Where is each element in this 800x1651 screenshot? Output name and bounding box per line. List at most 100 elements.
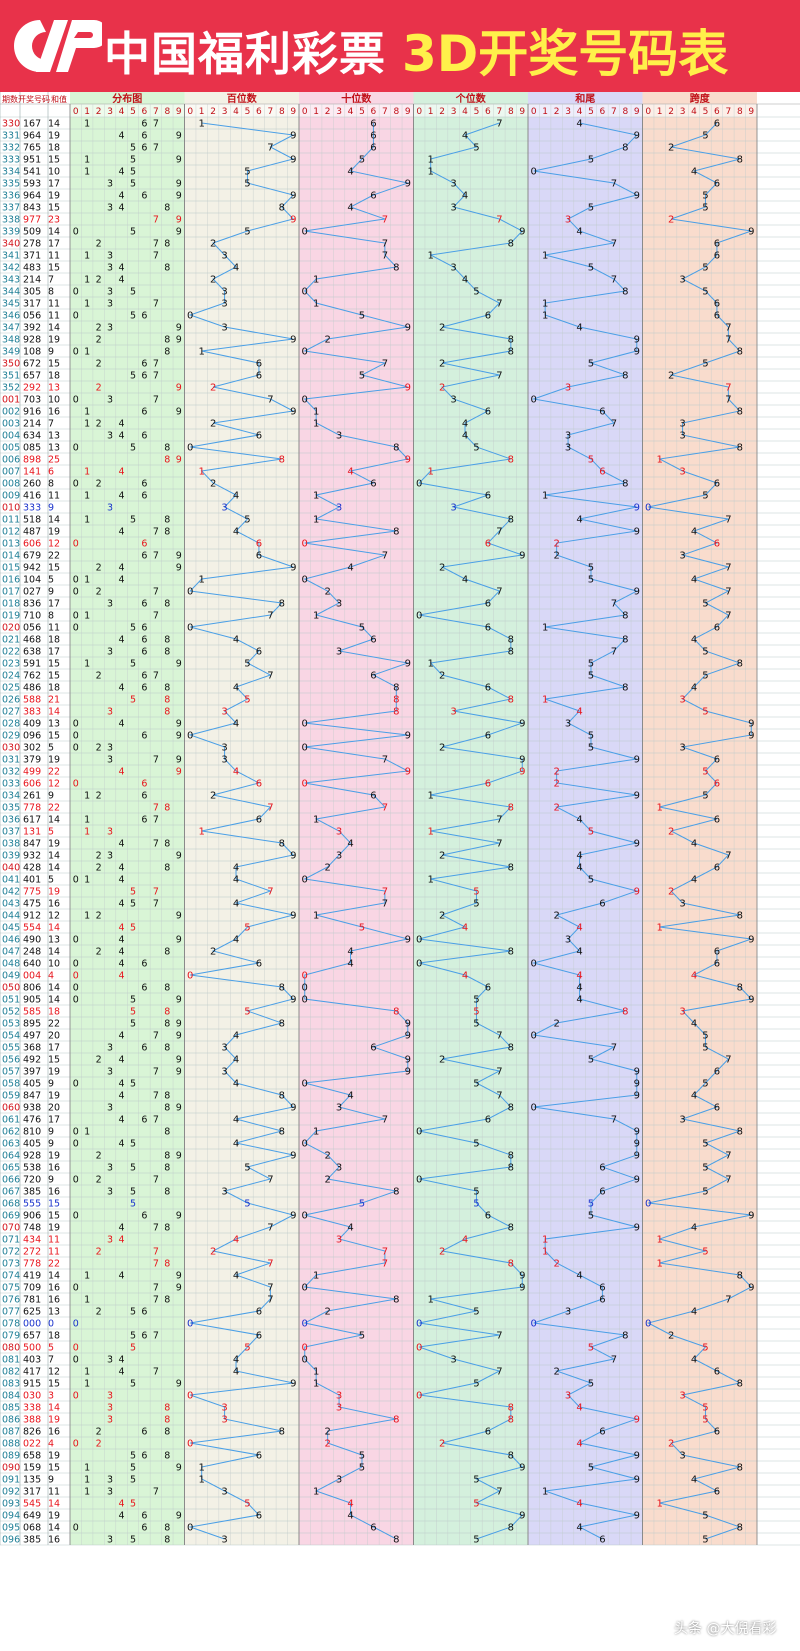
- distribution-mark: 7: [153, 1331, 159, 1342]
- trend-point: 8: [393, 443, 399, 454]
- trend-point: 4: [691, 1223, 697, 1234]
- draw-number: 302: [23, 743, 41, 754]
- distribution-mark: 9: [176, 1463, 182, 1474]
- trend-point: 5: [588, 1199, 594, 1210]
- trend-point: 0: [416, 1127, 422, 1138]
- period-label: 339: [2, 227, 20, 238]
- draw-sum: 9: [48, 503, 54, 514]
- trend-point: 9: [290, 1379, 296, 1390]
- distribution-mark: 6: [141, 407, 147, 418]
- period-label: 079: [2, 1331, 20, 1342]
- draw-sum: 15: [48, 359, 60, 370]
- trend-point: 3: [565, 431, 571, 442]
- digit-header-label: 0: [302, 107, 308, 117]
- draw-number: 606: [23, 779, 41, 790]
- draw-number: 905: [23, 995, 41, 1006]
- draw-number: 806: [23, 983, 41, 994]
- trend-point: 3: [336, 1235, 342, 1246]
- distribution-mark: 7: [153, 1115, 159, 1126]
- distribution-mark: 3: [107, 647, 113, 658]
- trend-point: 9: [290, 1151, 296, 1162]
- distribution-mark: 4: [119, 863, 125, 874]
- distribution-mark: 8: [164, 335, 170, 346]
- digit-header-label: 5: [130, 107, 136, 117]
- trend-point: 0: [187, 971, 193, 982]
- trend-point: 7: [382, 215, 388, 226]
- distribution-mark: 3: [107, 323, 113, 334]
- distribution-mark: 1: [84, 119, 90, 130]
- period-label: 001: [2, 395, 20, 406]
- trend-point: 0: [187, 1319, 193, 1330]
- trend-point: 1: [198, 575, 204, 586]
- distribution-mark: 6: [141, 1451, 147, 1462]
- digit-header-label: 2: [554, 107, 560, 117]
- distribution-mark: 0: [73, 1391, 79, 1402]
- trend-point: 9: [290, 1211, 296, 1222]
- draw-number: 214: [23, 419, 41, 430]
- trend-point: 0: [531, 395, 537, 406]
- trend-point: 6: [256, 1511, 262, 1522]
- distribution-mark: 6: [141, 1043, 147, 1054]
- trend-point: 9: [634, 335, 640, 346]
- distribution-mark: 7: [153, 1067, 159, 1078]
- distribution-mark: 7: [153, 815, 159, 826]
- digit-header-label: 6: [256, 107, 262, 117]
- trend-point: 4: [576, 1499, 582, 1510]
- trend-point: 9: [290, 191, 296, 202]
- trend-point: 4: [347, 1223, 353, 1234]
- trend-point: 2: [324, 1427, 330, 1438]
- period-label: 352: [2, 383, 20, 394]
- trend-point: 4: [691, 575, 697, 586]
- trend-point: 6: [485, 599, 491, 610]
- distribution-mark: 8: [164, 1103, 170, 1114]
- distribution-mark: 5: [130, 899, 136, 910]
- trend-point: 2: [439, 743, 445, 754]
- trend-point: 6: [599, 1295, 605, 1306]
- distribution-mark: 2: [96, 239, 102, 250]
- distribution-mark: 9: [176, 383, 182, 394]
- distribution-mark: 8: [164, 1151, 170, 1162]
- draw-number: 483: [23, 263, 41, 274]
- distribution-mark: 6: [141, 191, 147, 202]
- draw-sum: 12: [48, 1367, 60, 1378]
- distribution-mark: 7: [153, 611, 159, 622]
- period-label: 024: [2, 671, 20, 682]
- trend-point: 6: [599, 1427, 605, 1438]
- trend-point: 2: [553, 1019, 559, 1030]
- trend-point: 1: [656, 923, 662, 934]
- distribution-mark: 1: [84, 155, 90, 166]
- trend-point: 6: [256, 431, 262, 442]
- trend-point: 8: [393, 1415, 399, 1426]
- trend-point: 5: [702, 1163, 708, 1174]
- trend-point: 0: [302, 227, 308, 238]
- trend-point: 6: [714, 479, 720, 490]
- distribution-mark: 0: [73, 719, 79, 730]
- trend-point: 9: [634, 1415, 640, 1426]
- trend-point: 5: [359, 623, 365, 634]
- distribution-mark: 6: [141, 671, 147, 682]
- draw-sum: 13: [48, 1307, 60, 1318]
- trend-point: 1: [542, 311, 548, 322]
- digit-header-label: 5: [245, 107, 251, 117]
- draw-number: 518: [23, 515, 41, 526]
- draw-sum: 4: [48, 971, 54, 982]
- trend-point: 3: [336, 599, 342, 610]
- trend-point: 9: [405, 731, 411, 742]
- distribution-mark: 3: [107, 1163, 113, 1174]
- trend-point: 7: [725, 563, 731, 574]
- trend-point: 5: [244, 515, 250, 526]
- trend-point: 6: [370, 131, 376, 142]
- trend-point: 2: [668, 1439, 674, 1450]
- distribution-mark: 7: [153, 1367, 159, 1378]
- trend-point: 4: [576, 851, 582, 862]
- distribution-mark: 7: [153, 1175, 159, 1186]
- trend-point: 1: [198, 1463, 204, 1474]
- trend-point: 1: [656, 1259, 662, 1270]
- distribution-mark: 0: [73, 1211, 79, 1222]
- trend-point: 8: [737, 407, 743, 418]
- trend-point: 9: [748, 731, 754, 742]
- draw-number: 492: [23, 1055, 41, 1066]
- trend-point: 2: [439, 671, 445, 682]
- trend-point: 9: [519, 551, 525, 562]
- trend-point: 6: [256, 371, 262, 382]
